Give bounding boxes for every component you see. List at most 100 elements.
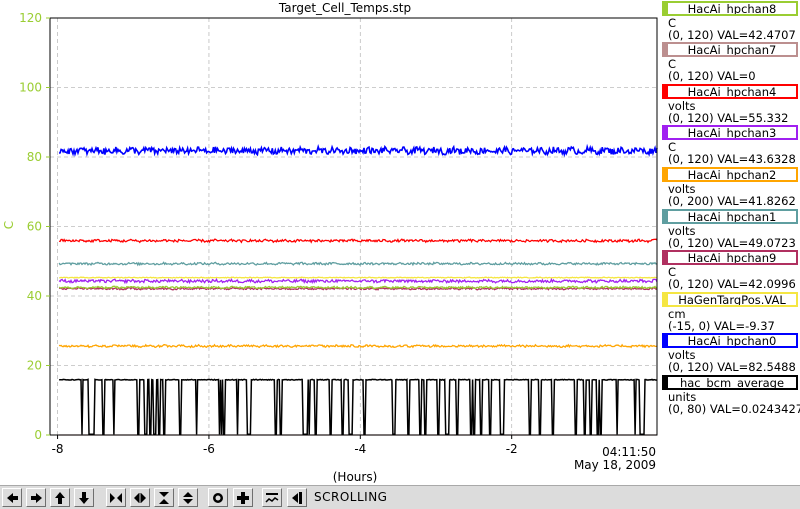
series-line (59, 378, 658, 436)
zoom-out-vertical-icon (183, 491, 193, 504)
legend-entry[interactable]: HacAi_hpchan4 volts (0, 120) VAL=55.332 (660, 83, 800, 136)
zoom-in-vertical-button[interactable] (154, 488, 174, 507)
series-line (58, 276, 658, 279)
legend-units: volts (668, 348, 696, 363)
zoom-in-vertical-icon (159, 491, 169, 504)
series-line (58, 261, 658, 267)
legend-series-name[interactable]: HacAi_hpchan9 (662, 250, 798, 266)
y-tick-label: 40 (27, 289, 42, 303)
stagger-icon (265, 492, 279, 503)
x-axis-label: (Hours) (333, 470, 378, 484)
time-label: 04:11:50 (602, 445, 656, 459)
legend-range: (0, 120) (668, 360, 714, 375)
legend-series-name[interactable]: hac_bcm_average (662, 374, 798, 390)
legend-entry[interactable]: hac_bcm_average units (0, 80) VAL=0.024342… (660, 374, 800, 427)
legend-series-name[interactable]: HacAi_hpchan1 (662, 208, 798, 224)
legend-entry[interactable]: HacAi_hpchan0 volts (0, 120) VAL=82.5488 (660, 333, 800, 385)
legend-value: VAL=0 (717, 69, 756, 84)
legend-units: C (668, 265, 677, 280)
legend-range-value: (0, 120) VAL=43.6328 (668, 153, 796, 165)
legend-range-value: (0, 120) VAL=42.0996 (668, 278, 796, 290)
legend-range: (0, 80) (668, 401, 707, 416)
y-tick-label: 100 (19, 81, 42, 95)
scroll-right-button[interactable] (26, 488, 46, 507)
legend-series-name[interactable]: HacAi_hpchan8 (662, 0, 798, 16)
legend-range: (0, 120) (668, 152, 714, 167)
scroll-up-button[interactable] (50, 488, 70, 507)
legend-value: VAL=-9.37 (714, 318, 775, 333)
legend-entry[interactable]: HacAi_hpchan7 C (0, 120) VAL=0 (660, 42, 800, 94)
pause-button[interactable] (287, 488, 307, 507)
status-label: SCROLLING (314, 490, 388, 504)
legend-series-name[interactable]: HacAi_hpchan3 (662, 125, 798, 141)
circle-icon (213, 492, 223, 503)
arrow-up-icon (55, 491, 65, 504)
legend-range-value: (0, 120) VAL=55.332 (668, 112, 789, 124)
legend-entry[interactable]: HacAi_hpchan3 C (0, 120) VAL=43.6328 (660, 125, 800, 177)
legend-range-value: (0, 120) VAL=82.5488 (668, 361, 796, 373)
legend-units: C (668, 57, 677, 72)
legend-value: VAL=49.0723 (717, 235, 796, 250)
series-line (58, 285, 658, 290)
plus-icon (237, 491, 249, 504)
legend-series-name[interactable]: HaGenTargPos.VAL (662, 291, 798, 307)
legend-range-value: (0, 200) VAL=41.8262 (668, 195, 796, 207)
legend-range-value: (0, 120) VAL=49.0723 (668, 237, 796, 249)
series-line (58, 238, 658, 244)
legend-series-name[interactable]: HacAi_hpchan2 (662, 166, 798, 182)
legend-units: volts (668, 98, 696, 113)
legend-range-value: (0, 120) VAL=0 (668, 70, 756, 82)
legend-entry[interactable]: HacAi_hpchan8 C (0, 120) VAL=42.4707 (660, 0, 800, 53)
y-axis-label: C (2, 221, 16, 229)
legend-value: VAL=43.6328 (717, 152, 796, 167)
legend-entry[interactable]: HacAi_hpchan1 volts (0, 120) VAL=49.0723 (660, 208, 800, 261)
legend-series-name[interactable]: HacAi_hpchan4 (662, 83, 798, 99)
legend-range: (0, 120) (668, 27, 714, 42)
add-button[interactable] (233, 488, 253, 507)
x-tick-label: -4 (354, 442, 366, 456)
legend-value: VAL=42.0996 (717, 277, 796, 292)
y-tick-label: 0 (34, 428, 42, 442)
zoom-in-horizontal-icon (110, 492, 122, 503)
y-tick-label: 20 (27, 359, 42, 373)
arrow-down-icon (79, 491, 89, 504)
zoom-out-horizontal-button[interactable] (130, 488, 150, 507)
stagger-button[interactable] (262, 488, 282, 507)
legend-value: VAL=82.5488 (717, 360, 796, 375)
auto-scale-button[interactable] (208, 488, 228, 507)
legend-units: cm (668, 306, 686, 321)
x-tick-label: -8 (52, 442, 64, 456)
scroll-left-button[interactable] (2, 488, 22, 507)
legend-range: (0, 200) (668, 193, 714, 208)
arrow-left-icon (7, 492, 18, 503)
strip-chart: 0 20 40 60 80 100 120 -8 -6 -4 -2 Target_Cell_Temp… (2, 1, 658, 484)
legend-entry[interactable]: HaGenTargPos.VAL cm (-15, 0) VAL=-9.37 (660, 291, 800, 344)
legend-units: C (668, 140, 677, 155)
toolbar: SCROLLING (0, 485, 800, 509)
x-tick-label: -2 (506, 442, 518, 456)
legend-units: units (668, 389, 697, 404)
zoom-out-vertical-button[interactable] (178, 488, 198, 507)
legend-range: (0, 120) (668, 235, 714, 250)
legend-entry[interactable]: HacAi_hpchan2 volts (0, 200) VAL=41.8262 (660, 166, 800, 219)
y-tick-label: 60 (27, 220, 42, 234)
series-line (58, 277, 658, 285)
legend-range: (0, 120) (668, 69, 714, 84)
date-label: May 18, 2009 (574, 458, 656, 472)
legend-value: VAL=41.8262 (717, 193, 796, 208)
legend-entry[interactable]: HacAi_hpchan9 C (0, 120) VAL=42.0996 (660, 250, 800, 302)
legend-range: (0, 120) (668, 110, 714, 125)
legend-units: C (668, 15, 677, 30)
chart-title: Target_Cell_Temps.stp (278, 1, 411, 15)
zoom-in-horizontal-button[interactable] (106, 488, 126, 507)
legend-range-value: (0, 120) VAL=42.4707 (668, 29, 796, 41)
legend-series-name[interactable]: HacAi_hpchan0 (662, 333, 798, 349)
legend-range-value: (0, 80) VAL=0.0243427 (668, 403, 800, 415)
legend: HacAi_hpchan8 C (0, 120) VAL=42.4707 HacAi_… (660, 0, 800, 485)
legend-value: VAL=0.0243427 (709, 401, 800, 416)
legend-series-name[interactable]: HacAi_hpchan7 (662, 42, 798, 58)
pause-back-icon (292, 491, 302, 504)
legend-range: (-15, 0) (668, 318, 711, 333)
scroll-down-button[interactable] (74, 488, 94, 507)
legend-units: volts (668, 181, 696, 196)
